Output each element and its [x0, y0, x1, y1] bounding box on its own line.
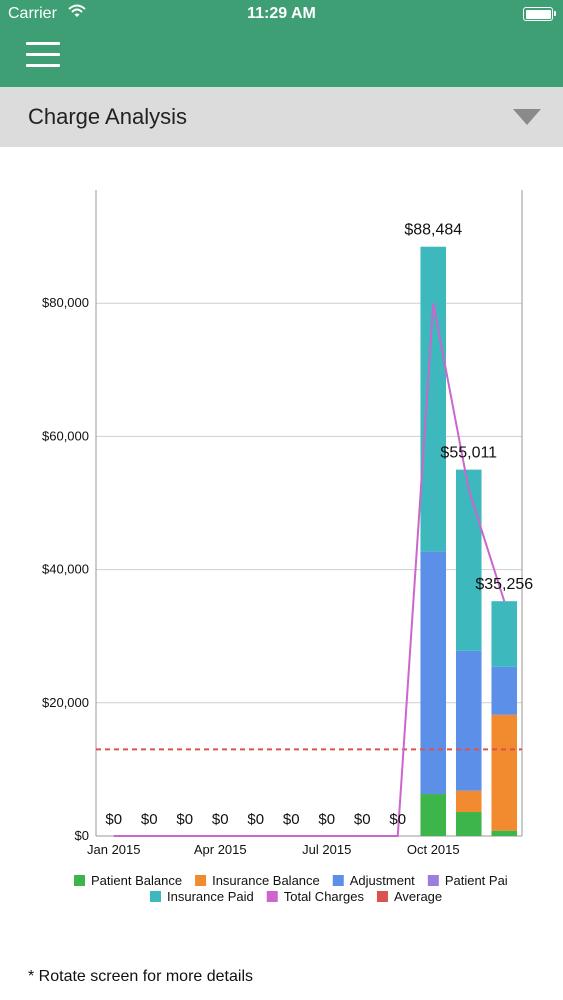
total-data-label: $0 — [283, 811, 300, 828]
page-title: Charge Analysis — [28, 104, 187, 129]
bar-segment — [420, 246, 447, 552]
legend-label: Total Charges — [284, 889, 365, 904]
x-tick-label: Jul 2015 — [302, 842, 351, 857]
legend-label: Patient Balance — [91, 873, 182, 888]
legend-swatch — [332, 875, 344, 886]
legend-label: Average — [394, 889, 442, 904]
total-data-label: $0 — [354, 811, 371, 828]
total-data-label: $88,484 — [404, 222, 462, 239]
total-data-label: $35,256 — [475, 576, 533, 593]
legend-swatch — [376, 891, 388, 902]
bar-segment — [491, 666, 518, 715]
x-tick-label: Oct 2015 — [407, 842, 460, 857]
rotate-hint: * Rotate screen for more details — [28, 968, 253, 985]
clock: 11:29 AM — [247, 5, 316, 22]
total-data-label: $0 — [212, 811, 229, 828]
total-data-label: $0 — [141, 811, 158, 828]
total-data-label: $0 — [389, 811, 406, 828]
legend-label: Adjustment — [350, 873, 415, 888]
x-tick-label: Jan 2015 — [87, 842, 141, 857]
report-selector-bar[interactable]: Charge Analysis — [0, 87, 563, 147]
bar-segment — [455, 650, 482, 791]
bar-segment — [420, 551, 447, 795]
app-header-bar: Carrier 11:29 AM — [0, 0, 563, 87]
legend-swatch — [427, 875, 439, 886]
total-data-label: $0 — [247, 811, 264, 828]
total-charges-line — [113, 303, 506, 837]
charge-analysis-chart: $0 $20,000 $40,000 $60,000 $80,000 $0 $0 $0 $0 $0… — [42, 190, 533, 904]
bar-segment — [491, 601, 518, 667]
bar-segment — [491, 714, 518, 831]
y-tick-label: $40,000 — [42, 562, 89, 577]
total-data-label: $0 — [105, 811, 122, 828]
x-tick-label: Apr 2015 — [194, 842, 247, 857]
y-tick-label: $20,000 — [42, 695, 89, 710]
y-tick-label: $80,000 — [42, 295, 89, 310]
bar-segment — [455, 790, 482, 813]
y-tick-label: $0 — [75, 828, 89, 843]
bar-segment — [455, 812, 482, 836]
wifi-icon — [68, 4, 86, 17]
chevron-down-icon[interactable] — [513, 109, 541, 125]
hamburger-menu-button[interactable] — [26, 42, 60, 68]
total-data-label: $0 — [176, 811, 193, 828]
legend-swatch — [195, 875, 207, 886]
bar-segment — [455, 469, 482, 651]
legend-swatch — [74, 875, 85, 886]
battery-icon — [523, 7, 556, 21]
legend-swatch — [150, 891, 161, 902]
legend-label: Patient Pai — [445, 873, 508, 888]
carrier-label: Carrier — [8, 5, 57, 22]
y-tick-label: $60,000 — [42, 428, 89, 443]
total-data-label: $0 — [318, 811, 335, 828]
legend-label: Insurance Balance — [212, 873, 320, 888]
total-data-label: $55,011 — [440, 445, 497, 462]
status-bar: Carrier 11:29 AM — [0, 0, 563, 30]
bar-segment — [420, 794, 447, 836]
legend-label: Insurance Paid — [167, 889, 254, 904]
legend-swatch — [266, 891, 278, 902]
bar-segment — [491, 830, 518, 836]
